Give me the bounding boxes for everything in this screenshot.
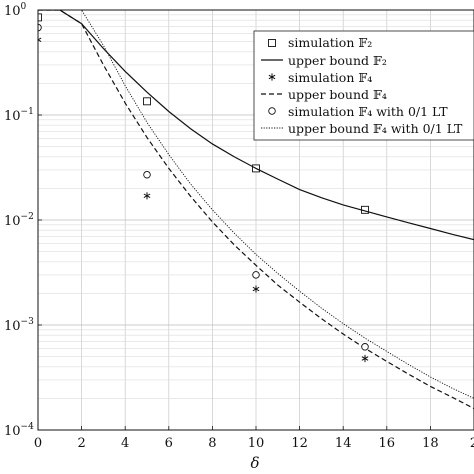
x-tick-label: 2 [77, 436, 85, 451]
x-axis-title: δ [250, 454, 259, 472]
legend-label-ub-f2: upper bound 𝔽₂ [288, 53, 387, 68]
legend-label-sim-f2: simulation 𝔽₂ [288, 35, 372, 50]
series-layer [38, 10, 474, 410]
legend: simulation 𝔽₂ upper bound 𝔽₂ simulation … [253, 30, 474, 141]
x-tick-label: 0 [34, 436, 42, 451]
x-tick-label: 2 [470, 436, 474, 451]
x-tick-label: 16 [379, 436, 396, 451]
data-point-star [38, 36, 42, 44]
y-tick-label: 100 [4, 2, 27, 19]
x-tick-label: 12 [291, 436, 308, 451]
data-point-star [252, 285, 260, 293]
legend-symbol-circle [268, 107, 276, 115]
data-point-square [38, 13, 42, 22]
y-tick-label: 10−2 [4, 212, 34, 229]
legend-box [253, 30, 474, 141]
data-point-star [143, 192, 151, 200]
x-tick-label: 14 [335, 436, 352, 451]
data-point-square [143, 97, 151, 106]
x-tick-label: 18 [422, 436, 439, 451]
y-tick-label: 10−4 [4, 422, 34, 439]
legend-label-ub-f4: upper bound 𝔽₄ [288, 87, 387, 102]
legend-label-sim-f4-lt: simulation 𝔽₄ with 0/1 LT [288, 104, 448, 119]
data-point-circle [361, 343, 369, 351]
legend-label-sim-f4: simulation 𝔽₄ [288, 70, 372, 85]
x-tick-label: 10 [248, 436, 265, 451]
data-point-circle [252, 271, 260, 279]
data-point-star [361, 354, 369, 363]
data-point-circle [143, 170, 151, 179]
y-tick-label: 10−1 [4, 107, 34, 124]
legend-symbol-star [268, 73, 276, 81]
x-tick-label: 6 [165, 436, 173, 451]
legend-symbol-square [268, 39, 276, 47]
series-line-1 [38, 10, 474, 241]
y-tick-label: 10−3 [4, 317, 34, 334]
legend-label-ub-f4-lt: upper bound 𝔽₄ with 0/1 LT [288, 121, 463, 136]
series-line-5 [38, 10, 474, 399]
x-tick-label: 8 [208, 436, 216, 451]
x-tick-label: 4 [121, 436, 129, 451]
legend-symbols [261, 39, 283, 129]
tick-labels: 0 2 4 6 8 10 12 14 16 18 2 100 10−1 10−2 10−3 10−4 [4, 2, 474, 451]
series-line-3 [38, 10, 474, 410]
